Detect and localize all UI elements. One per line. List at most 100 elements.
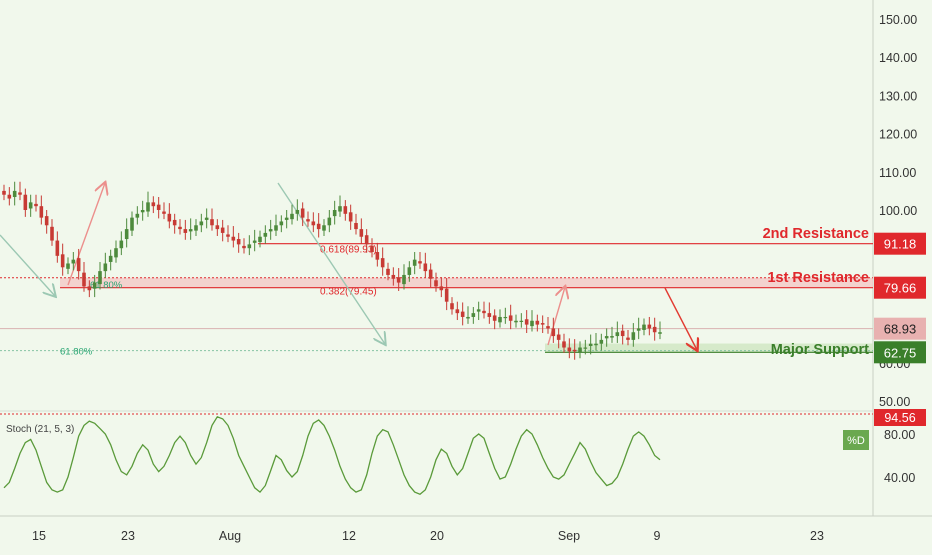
candle [444, 277, 449, 311]
candle [258, 230, 262, 248]
candle [471, 307, 476, 324]
candle [210, 208, 214, 231]
stochastic-tick-label: 80.00 [884, 428, 915, 442]
candle [348, 204, 353, 230]
candle [359, 218, 364, 244]
candle [55, 231, 60, 263]
candle [487, 302, 492, 324]
candles [2, 181, 662, 360]
stochastic-d-badge[interactable] [843, 430, 869, 450]
candle [439, 277, 444, 298]
level-title: 2nd Resistance [763, 226, 869, 242]
candle [626, 329, 630, 346]
price-pane[interactable] [0, 0, 873, 410]
projection-arrow[interactable] [664, 287, 697, 350]
time-axis[interactable]: 15 23 Aug 12 20 Sep 9 23 [32, 529, 824, 543]
candle [455, 301, 460, 321]
candle [92, 274, 97, 298]
candle [28, 194, 33, 217]
candle [268, 219, 273, 240]
candle [247, 235, 252, 256]
stochastic-pane[interactable] [0, 416, 873, 516]
candle [98, 261, 102, 290]
candle [343, 200, 348, 221]
candle [572, 339, 577, 360]
candle [380, 247, 385, 276]
candle [354, 213, 358, 235]
projection-arrow[interactable] [67, 183, 105, 286]
time-tick-label: 23 [810, 529, 824, 543]
candle [615, 321, 620, 343]
stochastic-tick-label: 40.00 [884, 471, 915, 485]
price-axis-tags: 91.18 79.66 62.75 68.93 94.56 [874, 232, 926, 426]
stochastic-line[interactable] [3, 415, 661, 495]
candle [588, 334, 593, 355]
candle [316, 213, 321, 238]
projection-arrow[interactable] [277, 182, 385, 344]
candle [146, 191, 150, 217]
level-title: Major Support [771, 342, 869, 358]
candle [418, 252, 422, 269]
candle [199, 213, 204, 233]
candle [498, 309, 502, 328]
candle [338, 195, 342, 217]
candle [492, 309, 497, 330]
candle [23, 188, 28, 217]
price-tag-text: 91.18 [884, 237, 917, 252]
candle [60, 243, 65, 276]
candle [631, 323, 636, 347]
price-tick-label: 110.00 [879, 166, 916, 180]
candle [412, 252, 417, 275]
stochastic-indicator: Stoch (21, 5, 3) %D [3, 415, 869, 495]
candle [76, 248, 81, 280]
level-zones [60, 277, 873, 353]
resistance-zone-1 [60, 277, 873, 288]
candle [402, 264, 406, 290]
candle [215, 219, 220, 236]
candle [236, 232, 241, 253]
candle [124, 218, 129, 248]
candle [188, 218, 193, 240]
candle [519, 313, 524, 328]
candle [396, 268, 401, 291]
candle [540, 315, 545, 334]
candle [364, 229, 369, 253]
candle [503, 307, 508, 324]
support-zone [545, 343, 873, 353]
projection-arrow[interactable] [547, 287, 565, 346]
candle [284, 210, 289, 229]
time-tick-label: 12 [342, 529, 356, 543]
candle [423, 252, 428, 278]
price-tag-text: 79.66 [884, 281, 917, 296]
candle [652, 317, 657, 341]
candle [50, 219, 54, 246]
candle [551, 317, 556, 343]
candle [220, 219, 225, 242]
candle [44, 210, 49, 234]
candle [482, 301, 486, 319]
stochastic-axis[interactable]: 80.00 40.00 [884, 428, 915, 485]
candle [658, 321, 662, 340]
candle [162, 202, 166, 220]
candle [306, 211, 310, 227]
candle [556, 328, 561, 349]
projection-arrow[interactable] [0, 234, 55, 296]
candle [242, 238, 246, 254]
candle [647, 316, 652, 336]
candle [386, 262, 390, 281]
candle [34, 194, 38, 212]
stochastic-label[interactable]: Stoch (21, 5, 3) [6, 424, 74, 435]
candle [82, 261, 86, 292]
price-tag [874, 232, 926, 255]
candle [620, 324, 625, 345]
candle [514, 314, 518, 328]
candle [18, 181, 22, 201]
candle [87, 280, 92, 298]
candle [535, 314, 540, 332]
candle [391, 267, 396, 286]
candle [7, 187, 12, 206]
candle [604, 328, 609, 347]
candle [311, 212, 316, 233]
